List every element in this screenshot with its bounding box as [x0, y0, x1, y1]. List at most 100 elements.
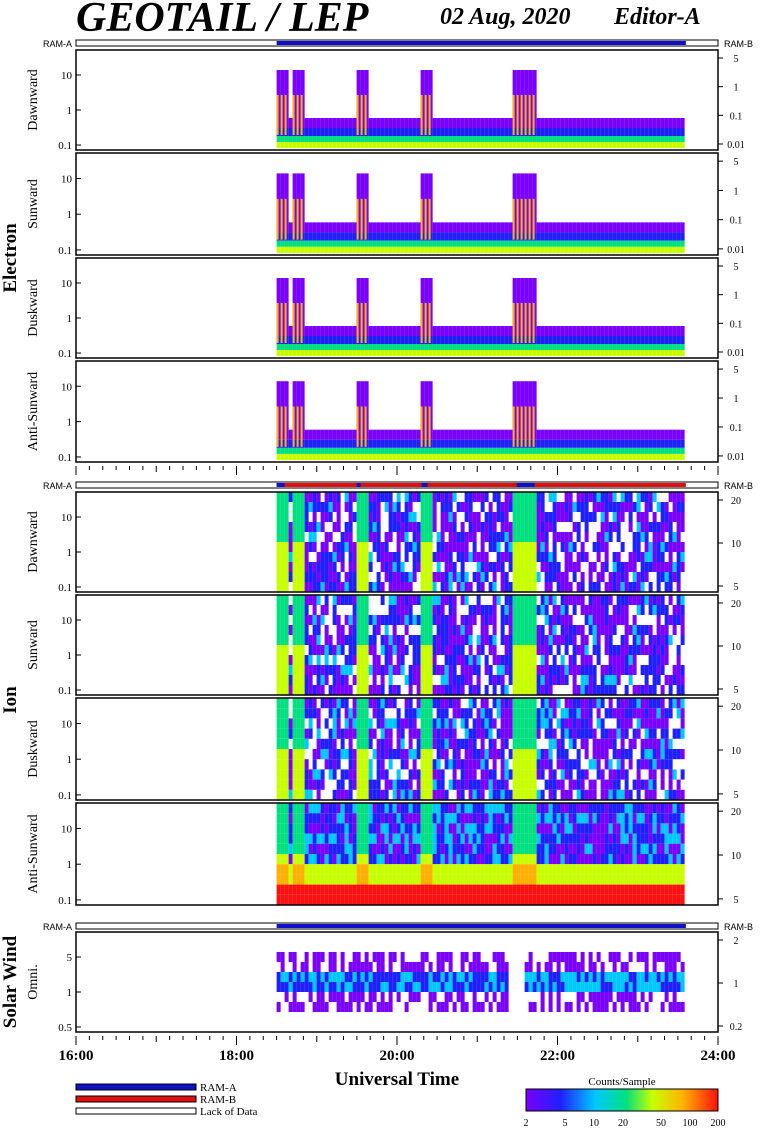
panel-label: Duskward — [26, 279, 41, 337]
left-tick-label: 10 — [61, 70, 73, 82]
panel-label: Dawnward — [26, 69, 41, 130]
left-tick-label: 0.1 — [58, 245, 72, 257]
panel-electron-sunward — [75, 152, 719, 256]
group-label: Ion — [0, 686, 21, 714]
colorbar-tick-label: 100 — [683, 1118, 698, 1128]
right-tick-label: 0.1 — [730, 216, 743, 227]
right-tick-label: 1 — [734, 394, 739, 405]
colorbar-tick-label: 10 — [589, 1118, 599, 1128]
ram-a-segment — [516, 483, 535, 487]
panel-ion-dawnward — [75, 491, 719, 593]
group-label: Electron — [0, 223, 21, 293]
panel-frame — [75, 802, 719, 906]
right-tick-label: 5 — [734, 685, 739, 696]
ram-b-label: RAM-B — [724, 39, 753, 49]
colorbar-tick-label: 200 — [711, 1118, 726, 1128]
left-tick-label: 10 — [61, 278, 73, 290]
legend-ram-a-label: RAM-A — [200, 1082, 237, 1094]
right-tick-label: 1 — [734, 979, 739, 990]
right-tick-label: 10 — [731, 851, 741, 862]
ram-a-label: RAM-A — [43, 922, 72, 932]
right-tick-label: 20 — [731, 702, 741, 713]
left-tick-label: 10 — [61, 719, 73, 731]
left-tick-label: 1 — [67, 547, 73, 559]
left-tick-label: 1 — [67, 209, 73, 221]
right-tick-label: 0.1 — [730, 423, 743, 434]
ram-a-segment — [421, 483, 428, 487]
right-tick-label: 5 — [734, 895, 739, 906]
right-tick-label: 0.2 — [730, 1022, 743, 1033]
left-tick-label: 0.1 — [58, 348, 72, 360]
x-tick-label: 16:00 — [59, 1048, 94, 1064]
legend-ram-a-swatch — [75, 1083, 197, 1091]
chart-date: 02 Aug, 2020 — [440, 4, 571, 30]
right-tick-label: 0.1 — [730, 319, 743, 330]
left-tick-label: 10 — [61, 824, 73, 836]
panel-frame — [75, 931, 719, 1033]
panel-solar-wind-omni — [75, 931, 719, 1033]
group-label: Solar Wind — [0, 935, 21, 1028]
right-tick-label: 1 — [734, 186, 739, 197]
right-tick-label: 5 — [734, 582, 739, 593]
right-tick-label: 0.1 — [730, 111, 743, 122]
right-tick-label: 10 — [731, 746, 741, 757]
panel-label: Duskward — [26, 720, 41, 778]
panel-label: Dawnward — [26, 511, 41, 572]
panel-label: Anti-Sunward — [26, 814, 41, 893]
ram-b-label: RAM-B — [724, 922, 753, 932]
left-tick-label: 0.1 — [58, 685, 72, 697]
panel-label: Sunward — [26, 179, 41, 229]
panel-frame — [75, 594, 719, 696]
right-tick-label: 5 — [734, 157, 739, 168]
colorbar-tick-label: 2 — [524, 1118, 529, 1128]
ram-a-label: RAM-A — [43, 39, 72, 49]
ram-a-segment — [356, 483, 361, 487]
colorbar-tick-label: 50 — [656, 1118, 666, 1128]
right-tick-label: 0.01 — [727, 452, 745, 463]
panel-frame — [75, 697, 719, 801]
right-tick-label: 0.01 — [727, 245, 745, 256]
left-tick-label: 1 — [67, 754, 73, 766]
left-tick-label: 5 — [67, 952, 73, 964]
left-tick-label: 10 — [61, 381, 73, 393]
right-tick-label: 20 — [731, 599, 741, 610]
right-tick-label: 5 — [734, 790, 739, 801]
panel-frame — [75, 491, 719, 593]
x-tick-label: 18:00 — [219, 1048, 254, 1064]
x-tick-label: 22:00 — [540, 1048, 575, 1064]
left-tick-label: 0.5 — [58, 1022, 72, 1034]
ram-a-segment — [276, 924, 686, 928]
left-tick-label: 1 — [67, 313, 73, 325]
legend-lack-label: Lack of Data — [200, 1106, 258, 1118]
left-tick-label: 1 — [67, 859, 73, 871]
left-tick-label: 0.1 — [58, 140, 72, 152]
right-tick-label: 2 — [734, 936, 739, 947]
colorbar-title: Counts/Sample — [588, 1076, 655, 1088]
panel-electron-dawnward — [75, 49, 719, 151]
panel-label: Anti-Sunward — [26, 372, 41, 451]
left-tick-label: 1 — [67, 987, 73, 999]
panel-frame — [75, 360, 719, 463]
x-axis-label: Universal Time — [335, 1069, 459, 1090]
right-tick-label: 0.01 — [727, 140, 745, 151]
ram-a-segment — [276, 41, 686, 45]
right-tick-label: 1 — [734, 291, 739, 302]
panel-ion-anti-sunward — [75, 802, 719, 906]
right-tick-label: 5 — [734, 262, 739, 273]
legend-lack-swatch — [75, 1107, 197, 1115]
left-tick-label: 1 — [67, 105, 73, 117]
left-tick-label: 0.1 — [58, 452, 72, 464]
right-tick-label: 10 — [731, 539, 741, 550]
left-tick-label: 1 — [67, 417, 73, 429]
left-tick-label: 1 — [67, 650, 73, 662]
colorbar-tick-label: 20 — [618, 1118, 628, 1128]
panel-frame — [75, 49, 719, 151]
colorbar-tick-label: 5 — [563, 1118, 568, 1128]
ram-b-label: RAM-B — [724, 481, 753, 491]
ram-b-segment — [276, 483, 686, 487]
legend-ram-b-label: RAM-B — [200, 1094, 236, 1106]
left-tick-label: 0.1 — [58, 895, 72, 907]
right-tick-label: 10 — [731, 642, 741, 653]
panel-label: Omni. — [26, 964, 41, 999]
